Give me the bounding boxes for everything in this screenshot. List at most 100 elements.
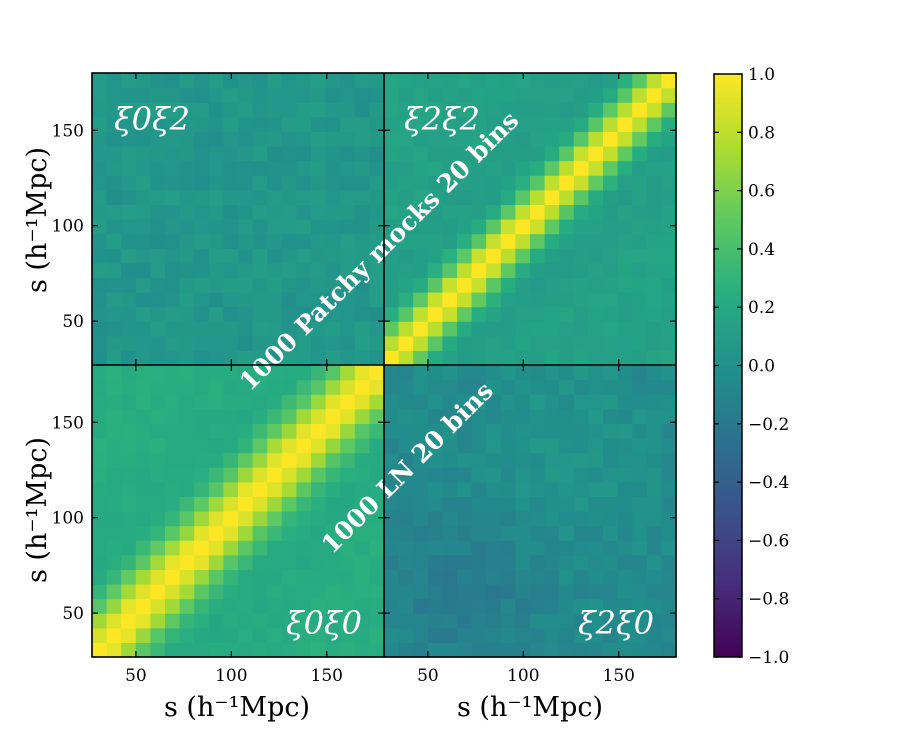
heatmap-cell [281, 627, 297, 643]
heatmap-cell [369, 511, 385, 527]
heatmap-cell [311, 131, 327, 147]
heatmap-cell [384, 233, 400, 249]
heatmap-cell [530, 335, 546, 351]
heatmap-cell [311, 87, 327, 103]
heatmap-cell [208, 262, 224, 278]
heatmap-cell [544, 306, 560, 322]
heatmap-cell [398, 87, 414, 103]
heatmap-cell [646, 438, 662, 454]
heatmap-cell [384, 87, 400, 103]
heatmap-cell [106, 175, 122, 191]
heatmap-cell [238, 598, 254, 614]
heatmap-cell [442, 189, 458, 205]
heatmap-cell [427, 102, 443, 118]
heatmap-cell [165, 262, 181, 278]
heatmap-cell [106, 423, 122, 439]
heatmap-cell [311, 584, 327, 600]
heatmap-cell [369, 438, 385, 454]
colorbar-tick-label: 1.0 [748, 65, 775, 85]
heatmap-cell [573, 306, 589, 322]
heatmap-cell [544, 569, 560, 585]
heatmap-cell [544, 321, 560, 337]
heatmap-cell [457, 204, 473, 220]
heatmap-cell [427, 248, 443, 264]
heatmap-cell [121, 73, 137, 89]
y-tick-label: 50 [62, 312, 84, 332]
heatmap-cell [413, 277, 429, 293]
heatmap-cell [544, 525, 560, 541]
heatmap-cell [238, 569, 254, 585]
heatmap-cell [530, 248, 546, 264]
heatmap-cell [223, 233, 239, 249]
heatmap-cell [354, 292, 370, 308]
heatmap-cell [457, 627, 473, 643]
heatmap-cell [632, 116, 648, 132]
heatmap-cell [603, 525, 619, 541]
heatmap-cell [325, 175, 341, 191]
heatmap-cell [398, 73, 414, 89]
ylabel-bottom: s (h⁻¹Mpc) [22, 437, 53, 583]
heatmap-cell [106, 613, 122, 629]
heatmap-cell [617, 277, 633, 293]
heatmap-cell [661, 321, 677, 337]
heatmap-cell [457, 233, 473, 249]
heatmap-cell [369, 233, 385, 249]
heatmap-cell [617, 102, 633, 118]
heatmap-cell [384, 160, 400, 176]
heatmap-cell [457, 511, 473, 527]
heatmap-cell [194, 379, 210, 395]
heatmap-cell [603, 189, 619, 205]
heatmap-cell [340, 511, 356, 527]
heatmap-cell [325, 160, 341, 176]
heatmap-cell [106, 219, 122, 235]
heatmap-cell [442, 584, 458, 600]
heatmap-cell [646, 642, 662, 658]
heatmap-cell [311, 350, 327, 366]
heatmap-cell [135, 306, 151, 322]
heatmap-cell [354, 248, 370, 264]
heatmap-cell [573, 467, 589, 483]
heatmap-cell [135, 248, 151, 264]
heatmap-cell [252, 262, 268, 278]
heatmap-cell [208, 292, 224, 308]
heatmap-cell [267, 335, 283, 351]
heatmap-cell [471, 452, 487, 468]
heatmap-cell [92, 292, 108, 308]
heatmap-cell [661, 87, 677, 103]
heatmap-cell [135, 452, 151, 468]
heatmap-cell [208, 73, 224, 89]
heatmap-cell [92, 496, 108, 512]
heatmap-cell [354, 321, 370, 337]
heatmap-cell [603, 306, 619, 322]
heatmap-cell [559, 613, 575, 629]
heatmap-cell [457, 598, 473, 614]
heatmap-cell [106, 496, 122, 512]
heatmap-cell [252, 394, 268, 410]
heatmap-cell [179, 525, 195, 541]
heatmap-cell [150, 102, 166, 118]
heatmap-cell [179, 277, 195, 293]
heatmap-cell [632, 467, 648, 483]
heatmap-cell [471, 306, 487, 322]
heatmap-cell [398, 511, 414, 527]
heatmap-cell [121, 496, 137, 512]
heatmap-cell [135, 525, 151, 541]
heatmap-cell [165, 438, 181, 454]
heatmap-cell [413, 642, 429, 658]
heatmap-cell [530, 467, 546, 483]
heatmap-cell [179, 452, 195, 468]
heatmap-cell [121, 102, 137, 118]
heatmap-cell [427, 365, 443, 381]
heatmap-cell [311, 642, 327, 658]
heatmap-cell [238, 292, 254, 308]
heatmap-cell [121, 116, 137, 132]
heatmap-cell [311, 248, 327, 264]
heatmap-cell [121, 219, 137, 235]
heatmap-cell [92, 511, 108, 527]
heatmap-cell [223, 584, 239, 600]
heatmap-cell [135, 102, 151, 118]
heatmap-cell [194, 189, 210, 205]
heatmap-cell [471, 321, 487, 337]
heatmap-cell [340, 467, 356, 483]
heatmap-cell [486, 262, 502, 278]
